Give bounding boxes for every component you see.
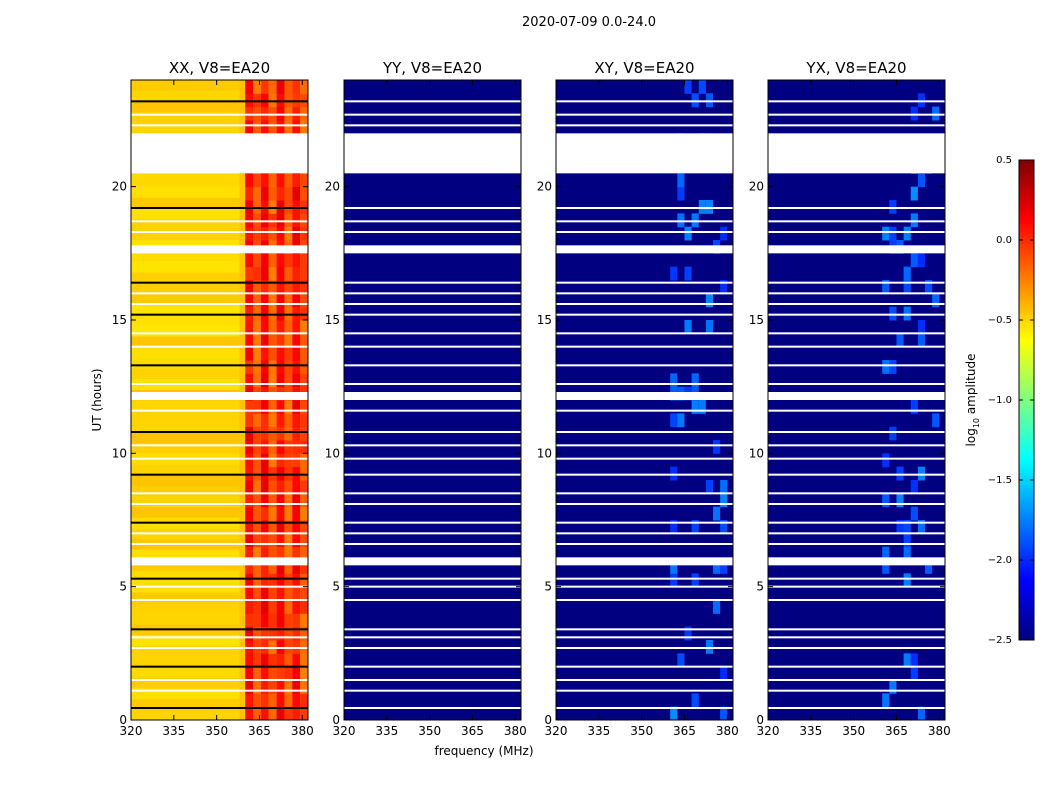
y-tick-label: 0 xyxy=(119,713,127,727)
y-axis-label: UT (hours) xyxy=(90,368,104,431)
panel-heatmap xyxy=(131,80,308,721)
panel-frame xyxy=(767,79,946,721)
x-tick-label: 350 xyxy=(842,724,865,738)
x-tick-label: 380 xyxy=(291,724,314,738)
y-tick-label: 20 xyxy=(325,180,340,194)
colorbar-tick-label: 0.0 xyxy=(996,235,1012,246)
colorbar-tick-label: −2.0 xyxy=(988,555,1012,566)
y-tick-label: 15 xyxy=(537,313,552,327)
panel-frame xyxy=(343,79,522,721)
x-tick-label: 365 xyxy=(885,724,908,738)
x-tick-label: 365 xyxy=(248,724,271,738)
x-tick-label: 365 xyxy=(673,724,696,738)
panel-heatmap xyxy=(556,80,733,721)
y-tick-label: 0 xyxy=(756,713,764,727)
x-tick-label: 335 xyxy=(799,724,822,738)
x-tick-label: 365 xyxy=(461,724,484,738)
x-tick-label: 350 xyxy=(630,724,653,738)
y-tick-label: 10 xyxy=(537,446,552,460)
panel-3: XY, V8=EA20 320 335 350 365 380 0 5 10 15 20 xyxy=(537,59,739,738)
y-tick-label: 5 xyxy=(756,580,764,594)
panel-2: YY, V8=EA20 320 335 350 365 380 0 5 10 15 20 xyxy=(325,59,527,738)
y-tick-label: 20 xyxy=(537,180,552,194)
y-tick-label: 15 xyxy=(749,313,764,327)
y-tick-label: 5 xyxy=(119,580,127,594)
y-tick-label: 5 xyxy=(332,580,340,594)
x-tick-label: 380 xyxy=(504,724,527,738)
x-tick-label: 335 xyxy=(375,724,398,738)
colorbar-tick-label: 0.5 xyxy=(996,155,1012,166)
y-tick-label: 15 xyxy=(112,313,127,327)
y-tick-label: 10 xyxy=(749,446,764,460)
panel-title: YY, V8=EA20 xyxy=(382,59,482,77)
y-tick-label: 10 xyxy=(112,446,127,460)
y-tick-label: 20 xyxy=(112,180,127,194)
y-tick-label: 20 xyxy=(749,180,764,194)
colorbar-tick-label: −2.5 xyxy=(988,635,1012,646)
y-tick-label: 5 xyxy=(544,580,552,594)
x-tick-label: 380 xyxy=(716,724,739,738)
panel-heatmap xyxy=(768,80,945,721)
x-tick-label: 335 xyxy=(162,724,185,738)
x-tick-label: 335 xyxy=(587,724,610,738)
colorbar: 0.5 0.0 −0.5 −1.0 −1.5 −2.0 −2.5 log10 amplitu… xyxy=(964,155,1035,646)
y-tick-label: 15 xyxy=(325,313,340,327)
x-axis-label: frequency (MHz) xyxy=(434,744,533,758)
panel-1: XX, V8=EA20 320 335 350 365 380 0 5 10 15 20 xyxy=(112,59,314,738)
colorbar-tick-label: −1.0 xyxy=(988,395,1012,406)
x-tick-label: 320 xyxy=(757,724,780,738)
y-tick-label: 0 xyxy=(332,713,340,727)
x-tick-label: 320 xyxy=(120,724,143,738)
colorbar-tick-label: −1.5 xyxy=(988,475,1012,486)
panel-title: YX, V8=EA20 xyxy=(805,59,906,77)
panel-title: XX, V8=EA20 xyxy=(169,59,270,77)
colorbar-ticks: 0.5 0.0 −0.5 −1.0 −1.5 −2.0 −2.5 xyxy=(988,155,1034,646)
colorbar-tick-label: −0.5 xyxy=(988,315,1012,326)
y-tick-label: 10 xyxy=(325,446,340,460)
x-tick-label: 380 xyxy=(928,724,951,738)
figure-title: 2020-07-09 0.0-24.0 xyxy=(522,15,656,30)
y-tick-label: 0 xyxy=(544,713,552,727)
x-tick-label: 320 xyxy=(333,724,356,738)
panel-frame xyxy=(130,79,309,721)
x-tick-label: 350 xyxy=(418,724,441,738)
panel-title: XY, V8=EA20 xyxy=(594,59,694,77)
panel-heatmap xyxy=(344,80,521,720)
x-tick-label: 350 xyxy=(205,724,228,738)
colorbar-label: log10 amplitude xyxy=(964,354,981,447)
panel-4: YX, V8=EA20 320 335 350 365 380 0 5 10 15 20 xyxy=(749,59,951,738)
x-tick-label: 320 xyxy=(545,724,568,738)
panel-frame xyxy=(555,79,734,721)
